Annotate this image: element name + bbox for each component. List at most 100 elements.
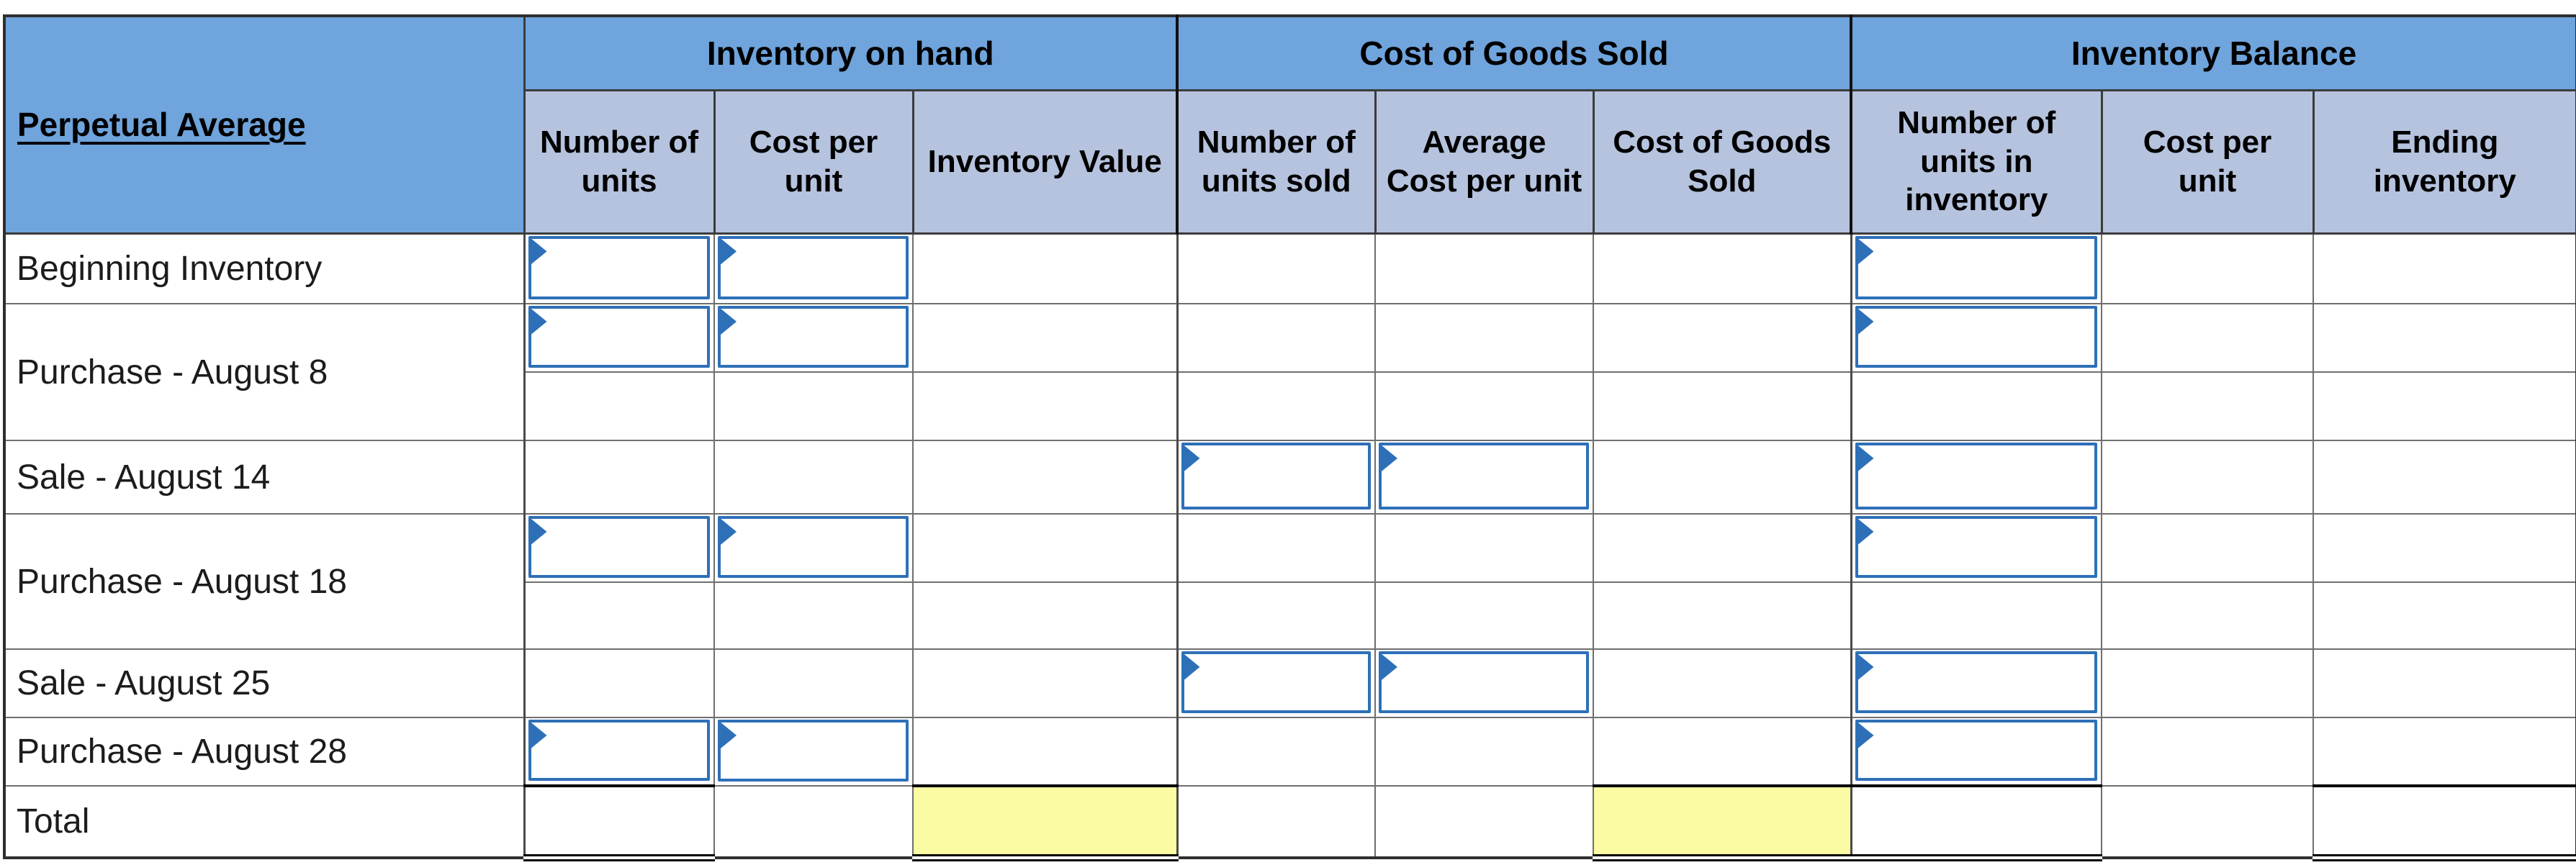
input-r6-units-in-inventory[interactable] bbox=[1855, 720, 2098, 781]
input-flag-icon bbox=[1857, 653, 1874, 681]
cell-r4b-balance-cost-per-unit bbox=[2101, 581, 2315, 650]
total-number-of-units-cell bbox=[523, 784, 715, 861]
input-flag-icon bbox=[1183, 445, 1200, 472]
cell-r6-units-sold bbox=[1176, 717, 1376, 787]
cell-r3-cost-of-goods-sold bbox=[1592, 440, 1852, 515]
row-label: Purchase - August 18 bbox=[4, 513, 525, 650]
cell-r4b-number-of-units bbox=[523, 581, 715, 650]
total-inventory-value-cell bbox=[912, 784, 1178, 861]
row-label: Sale - August 14 bbox=[4, 440, 525, 515]
cell-r1-balance-cost-per-unit bbox=[2101, 232, 2315, 304]
cell-r4-cost-of-goods-sold bbox=[1592, 513, 1852, 583]
col-header-ending-inventory: Ending inventory bbox=[2312, 89, 2576, 235]
input-r3-units-sold[interactable] bbox=[1181, 443, 1371, 510]
corner-header-label: Perpetual Average bbox=[17, 106, 306, 144]
input-r4-units-in-inventory[interactable] bbox=[1855, 516, 2098, 578]
cell-r3-ending-inventory bbox=[2312, 440, 2576, 515]
row-label: Beginning Inventory bbox=[4, 232, 525, 304]
group-header-inventory-on-hand: Inventory on hand bbox=[523, 14, 1179, 91]
input-flag-icon bbox=[530, 237, 547, 266]
col-header-cost-per-unit: Cost per unit bbox=[713, 89, 914, 235]
input-r1-number-of-units[interactable] bbox=[528, 235, 710, 299]
input-flag-icon bbox=[720, 722, 737, 749]
col-header-inventory-value: Inventory Value bbox=[911, 89, 1179, 235]
cell-r6-cost-of-goods-sold bbox=[1592, 717, 1852, 787]
cell-r2-cost-per-unit bbox=[713, 303, 914, 373]
row-total: Total bbox=[4, 784, 2576, 861]
cell-r5-ending-inventory bbox=[2312, 648, 2576, 718]
cell-r2-units-sold bbox=[1176, 303, 1376, 373]
cell-r2b-number-of-units bbox=[523, 371, 715, 441]
cell-r2b-balance-cost-per-unit bbox=[2101, 371, 2315, 441]
cell-r5-cost-per-unit bbox=[713, 648, 914, 718]
cell-r4b-inventory-value bbox=[912, 581, 1178, 650]
cell-r2-avg-cost-per-unit bbox=[1374, 303, 1594, 373]
col-header-average-cost-per-unit: Average Cost per unit bbox=[1374, 89, 1595, 235]
input-flag-icon bbox=[530, 518, 547, 545]
input-flag-icon bbox=[1381, 445, 1397, 472]
cell-r1-units-in-inventory bbox=[1850, 232, 2103, 304]
cell-r4b-units-sold bbox=[1176, 581, 1376, 650]
input-r4-cost-per-unit[interactable] bbox=[718, 516, 909, 578]
row-label: Total bbox=[4, 785, 525, 859]
cell-r4b-cost-per-unit bbox=[713, 581, 914, 650]
input-r1-units-in-inventory[interactable] bbox=[1855, 235, 2098, 299]
cell-r6-avg-cost-per-unit bbox=[1374, 717, 1594, 787]
cell-r4-avg-cost-per-unit bbox=[1374, 513, 1594, 583]
total-cost-of-goods-sold-cell bbox=[1592, 784, 1852, 861]
input-flag-icon bbox=[1857, 308, 1874, 335]
table-header: Perpetual Average Inventory on hand Cost… bbox=[3, 14, 2576, 235]
input-r1-cost-per-unit[interactable] bbox=[718, 235, 909, 299]
input-flag-icon bbox=[720, 518, 737, 545]
cell-r2b-units-sold bbox=[1176, 371, 1376, 441]
cell-r5-cost-of-goods-sold bbox=[1592, 648, 1852, 718]
cell-r5-number-of-units bbox=[523, 648, 715, 718]
input-r3-units-in-inventory[interactable] bbox=[1855, 443, 2098, 510]
cell-r4-cost-per-unit bbox=[713, 513, 914, 583]
input-flag-icon bbox=[1857, 445, 1874, 472]
cell-r3-balance-cost-per-unit bbox=[2101, 440, 2315, 515]
cell-r6-inventory-value bbox=[912, 717, 1178, 787]
cell-r3-units-sold bbox=[1176, 440, 1376, 515]
input-r3-avg-cost-per-unit[interactable] bbox=[1379, 443, 1589, 510]
col-header-units-in-inventory: Number of units in inventory bbox=[1850, 89, 2103, 235]
cell-r2b-avg-cost-per-unit bbox=[1374, 371, 1594, 441]
input-r2-cost-per-unit[interactable] bbox=[718, 306, 909, 368]
cell-r3-number-of-units bbox=[523, 440, 715, 515]
corner-header: Perpetual Average bbox=[3, 14, 526, 235]
cell-r2-number-of-units bbox=[523, 303, 715, 373]
cell-r5-units-in-inventory bbox=[1850, 648, 2103, 718]
input-flag-icon bbox=[1857, 722, 1874, 749]
input-r6-cost-per-unit[interactable] bbox=[718, 720, 909, 782]
cell-r4b-avg-cost-per-unit bbox=[1374, 581, 1594, 650]
input-r4-number-of-units[interactable] bbox=[528, 516, 710, 578]
input-r6-number-of-units[interactable] bbox=[528, 720, 710, 781]
cell-r2b-cost-per-unit bbox=[713, 371, 914, 441]
input-r2-units-in-inventory[interactable] bbox=[1855, 306, 2098, 368]
row-sale-august-25: Sale - August 25 bbox=[4, 648, 2576, 718]
input-r2-number-of-units[interactable] bbox=[528, 306, 710, 368]
input-r5-units-sold[interactable] bbox=[1181, 651, 1371, 713]
row-purchase-august-8: Purchase - August 8 bbox=[4, 303, 2576, 441]
cell-r1-cost-per-unit bbox=[713, 232, 914, 304]
cell-r2b-ending-inventory bbox=[2312, 371, 2576, 441]
cell-r6-cost-per-unit bbox=[713, 717, 914, 787]
row-purchase-august-18-spacer bbox=[4, 581, 2576, 650]
cell-r6-number-of-units bbox=[523, 717, 715, 787]
cell-r4-inventory-value bbox=[912, 513, 1178, 583]
total-ending-inventory-cell bbox=[2312, 784, 2576, 861]
total-avg-cost-per-unit-cell bbox=[1374, 785, 1594, 859]
input-r5-avg-cost-per-unit[interactable] bbox=[1379, 651, 1589, 713]
cell-r5-units-sold bbox=[1176, 648, 1376, 718]
cell-r1-avg-cost-per-unit bbox=[1374, 232, 1594, 304]
table-body: Beginning Inventory Purchase - August 8 bbox=[4, 232, 2576, 861]
group-header-inventory-balance: Inventory Balance bbox=[1850, 14, 2576, 91]
input-flag-icon bbox=[530, 308, 547, 335]
input-r5-units-in-inventory[interactable] bbox=[1855, 651, 2098, 713]
group-header-cost-of-goods-sold: Cost of Goods Sold bbox=[1175, 14, 1852, 91]
cell-r6-ending-inventory bbox=[2312, 717, 2576, 787]
col-header-cost-of-goods-sold: Cost of Goods Sold bbox=[1592, 89, 1852, 235]
cell-r1-cost-of-goods-sold bbox=[1592, 232, 1852, 304]
cell-r1-number-of-units bbox=[523, 232, 715, 304]
cell-r5-inventory-value bbox=[912, 648, 1178, 718]
